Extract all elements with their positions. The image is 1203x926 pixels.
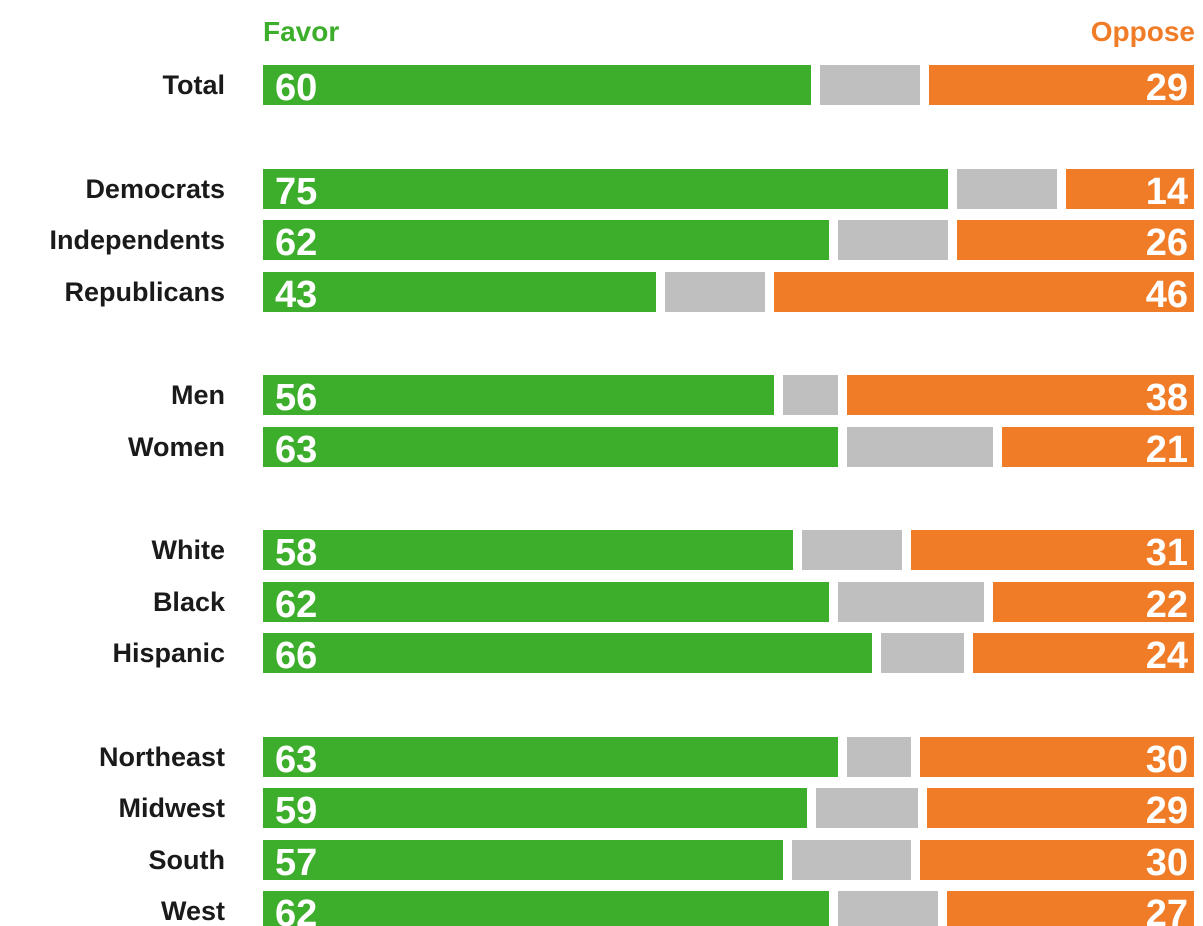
bar-favor-men: [263, 375, 775, 415]
bar-neither-men: [783, 375, 839, 415]
bar-favor-black: [263, 581, 830, 622]
bar-neither-northeast: [847, 736, 912, 777]
value-label-favor-total: 60: [275, 67, 318, 109]
bar-neither-republicans: [664, 271, 765, 312]
bar-favor-women: [263, 426, 839, 467]
value-label-oppose-men: 38: [1145, 377, 1188, 419]
value-label-oppose-midwest: 29: [1145, 790, 1188, 832]
bar-oppose-white: [910, 530, 1194, 570]
row-label-white: White: [151, 535, 226, 565]
bar-oppose-total: [929, 65, 1194, 105]
bar-oppose-women: [1002, 426, 1194, 467]
value-label-favor-republicans: 43: [275, 273, 318, 316]
value-label-favor-independents: 62: [275, 222, 318, 264]
value-label-oppose-northeast: 30: [1145, 738, 1188, 781]
row-label-northeast: Northeast: [98, 741, 225, 772]
bar-oppose-hispanic: [972, 633, 1194, 673]
bar-favor-white: [263, 530, 793, 570]
value-label-favor-northeast: 63: [275, 738, 318, 781]
bar-neither-independents: [838, 220, 948, 260]
bar-neither-white: [801, 530, 902, 570]
bar-oppose-men: [847, 375, 1194, 415]
row-label-total: Total: [162, 70, 226, 100]
value-label-favor-south: 57: [275, 841, 318, 884]
bar-favor-south: [263, 839, 784, 880]
value-label-oppose-democrats: 14: [1145, 170, 1188, 213]
row-label-south: South: [148, 844, 225, 875]
value-label-favor-white: 58: [275, 532, 318, 574]
bar-neither-democrats: [956, 168, 1058, 209]
value-label-oppose-white: 31: [1145, 532, 1188, 574]
bar-favor-hispanic: [263, 633, 872, 673]
bar-favor-total: [263, 65, 811, 105]
bar-neither-total: [819, 65, 921, 105]
bar-neither-hispanic: [880, 633, 964, 673]
row-label-west: West: [160, 896, 225, 926]
row-label-independents: Independents: [49, 225, 225, 255]
bar-oppose-black: [993, 581, 1194, 622]
value-label-favor-midwest: 59: [275, 790, 318, 832]
value-label-favor-west: 62: [275, 893, 318, 926]
bar-favor-midwest: [263, 788, 808, 828]
bar-oppose-south: [920, 839, 1194, 880]
bar-favor-democrats: [263, 168, 948, 209]
value-label-oppose-south: 30: [1145, 841, 1188, 884]
value-label-oppose-total: 29: [1145, 67, 1188, 109]
value-label-oppose-independents: 26: [1145, 222, 1188, 264]
bar-favor-northeast: [263, 736, 839, 777]
bar-oppose-west: [947, 891, 1194, 926]
row-label-black: Black: [152, 586, 225, 617]
value-label-favor-hispanic: 66: [275, 635, 318, 677]
value-label-oppose-west: 27: [1145, 893, 1188, 926]
value-label-oppose-black: 22: [1145, 583, 1188, 626]
bar-favor-republicans: [263, 271, 656, 312]
row-label-midwest: Midwest: [118, 793, 225, 823]
bar-favor-independents: [263, 220, 830, 260]
bar-neither-women: [847, 426, 994, 467]
bar-oppose-midwest: [926, 788, 1194, 828]
bar-oppose-democrats: [1066, 168, 1194, 209]
value-label-favor-women: 63: [275, 428, 318, 471]
row-label-republicans: Republicans: [64, 276, 225, 307]
value-label-oppose-republicans: 46: [1145, 273, 1188, 316]
value-label-favor-democrats: 75: [275, 170, 318, 213]
bar-oppose-republicans: [774, 271, 1194, 312]
oppose-header: Oppose: [1090, 16, 1195, 47]
bar-neither-black: [838, 581, 985, 622]
row-label-women: Women: [127, 431, 225, 462]
row-label-hispanic: Hispanic: [112, 638, 225, 668]
value-label-favor-men: 56: [275, 377, 318, 419]
row-label-democrats: Democrats: [85, 173, 225, 204]
bar-favor-west: [263, 891, 830, 926]
row-label-men: Men: [171, 380, 225, 410]
value-label-oppose-women: 21: [1145, 428, 1188, 471]
value-label-favor-black: 62: [275, 583, 318, 626]
value-label-oppose-hispanic: 24: [1145, 635, 1188, 677]
bar-oppose-independents: [956, 220, 1194, 260]
favor-header: Favor: [263, 16, 340, 47]
bar-oppose-northeast: [920, 736, 1194, 777]
bar-neither-south: [792, 839, 912, 880]
bar-neither-west: [838, 891, 939, 926]
bar-neither-midwest: [816, 788, 918, 828]
